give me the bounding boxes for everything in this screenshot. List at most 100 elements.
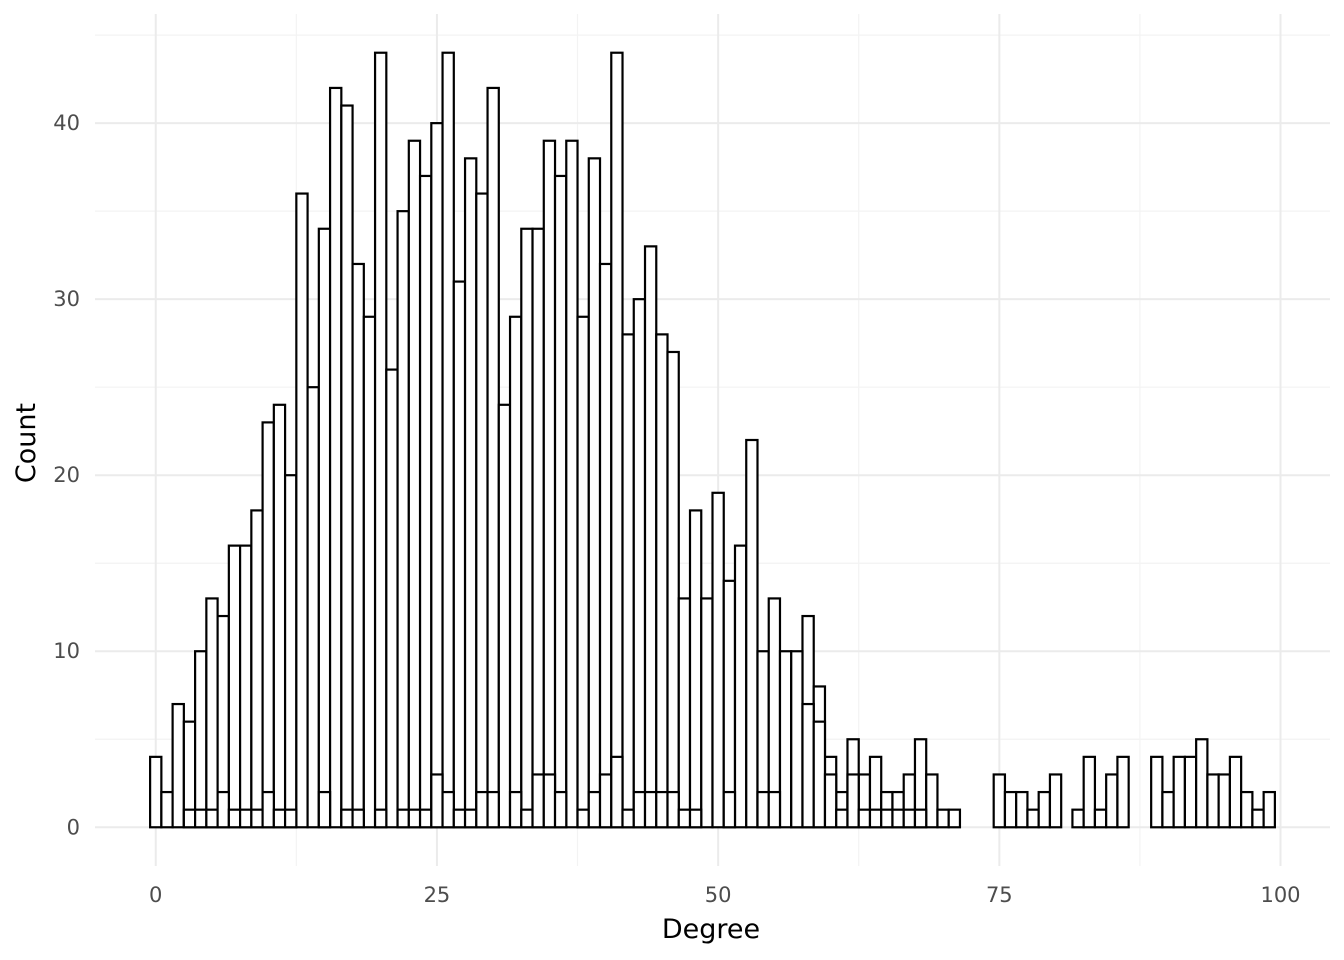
histogram-bar-layer2 [272,808,287,829]
histogram-bar-layer1 [373,51,388,829]
histogram-bar-layer1 [250,509,264,829]
histogram-bar-layer2 [913,808,928,829]
histogram-bar-layer1 [351,262,365,829]
histogram-bar-layer1 [508,315,523,829]
histogram-bar-layer1 [565,139,579,829]
histogram-bar-layer2 [576,808,590,829]
histogram-bar-layer1 [666,350,680,829]
histogram-bar-layer1 [149,755,163,829]
histogram-bar-layer1 [1206,773,1220,829]
x-tick-label: 100 [1260,883,1300,907]
y-tick-label: 0 [67,815,80,839]
histogram-bar-layer1 [778,650,793,829]
x-axis-title: Degree [662,914,760,945]
x-tick-label: 75 [986,883,1013,907]
histogram-bar-layer1 [655,333,669,829]
histogram-bar-layer1 [936,808,950,829]
histogram-bar-layer1 [497,403,512,829]
histogram-bar-layer2 [598,773,613,829]
histogram-bar-layer1 [1228,755,1243,829]
histogram-bar-layer2 [475,790,489,829]
histogram-bar-layer2 [216,790,230,829]
histogram-bar-layer1 [1015,790,1029,829]
histogram-bar-layer1 [1183,755,1198,829]
histogram-bar-layer2 [587,790,602,829]
histogram-bar-layer1 [295,192,309,829]
histogram-bar-layer1 [632,298,647,829]
histogram-bar-layer2 [621,808,635,829]
y-tick-label: 20 [53,463,80,487]
histogram-bar-layer2 [666,790,680,829]
histogram-bar-layer2 [801,702,815,829]
histogram-bar-layer1 [1262,790,1276,829]
histogram-bar-layer2 [610,755,624,829]
histogram-bar-layer1 [1217,773,1231,829]
histogram-bar-layer1 [317,227,332,829]
histogram-bar-layer1 [1048,773,1063,829]
histogram-bar-layer1 [947,808,962,829]
y-tick-label: 40 [53,111,80,135]
histogram-bar-layer2 [463,808,478,829]
histogram-bar-layer1 [205,597,219,829]
histogram-bar-layer1 [531,227,545,829]
histogram-bar-layer2 [452,808,467,829]
histogram-bar-layer1 [643,245,658,829]
histogram-bar-layer2 [756,790,770,829]
histogram-bar-layer1 [1093,808,1108,829]
histogram-bar-layer1 [475,192,489,829]
histogram-bar-layer1 [441,51,455,829]
histogram-bar-layer2 [205,808,219,829]
histogram-bar-layer2 [373,808,388,829]
histogram-bar-layer1 [340,104,354,829]
histogram-bar-layer2 [520,808,534,829]
histogram-bar-layer1 [430,122,444,829]
histogram-bar-layer1 [1240,790,1254,829]
histogram-bar-layer2 [283,808,298,829]
histogram-bar-layer1 [1003,790,1018,829]
histogram-bar-layer2 [227,808,242,829]
histogram-bar-layer2 [880,808,894,829]
histogram-bar-layer1 [542,139,557,829]
histogram-bar-layer1 [261,421,275,829]
histogram-bar-layer1 [160,790,174,829]
histogram-bar-layer1 [576,315,590,829]
histogram-bar-layer2 [722,790,737,829]
histogram-bar-layer2 [340,808,354,829]
histogram-bar-layer1 [452,280,467,829]
y-tick-label: 10 [53,639,80,663]
histogram-bar-layer2 [486,790,500,829]
histogram-bar-layer1 [171,702,185,829]
histogram-bar-layer2 [632,790,647,829]
histogram-bar-layer1 [396,210,410,829]
x-axis-tick-labels: 0 25 50 75 100 [149,883,1301,907]
histogram-bar-layer1 [1105,773,1119,829]
histogram-bar-layer1 [992,773,1007,829]
histogram-bar-layer1 [553,174,568,829]
histogram-bar-layer2 [688,808,703,829]
histogram-bar-layer2 [430,773,444,829]
histogram-bar-layer2 [508,790,523,829]
histogram-bar-layer1 [1161,790,1175,829]
histogram-bar-layer1 [385,368,399,829]
histogram-bar-layer1 [677,597,692,829]
histogram-bar-layer1 [486,86,500,829]
histogram-bar-layer2 [812,720,827,829]
y-axis-title: Count [11,403,42,483]
histogram-bar-layer1 [711,491,725,829]
x-tick-label: 0 [149,883,162,907]
histogram-bar-layer2 [396,808,410,829]
x-tick-label: 50 [705,883,732,907]
y-tick-label: 30 [53,287,80,311]
histogram-bar-layer2 [891,808,905,829]
histogram-bar-layer1 [1026,808,1040,829]
histogram-bar-layer2 [261,790,275,829]
histogram-bar-layer2 [835,808,849,829]
histogram-bar-layer2 [767,790,782,829]
histogram-bar-layer1 [700,597,714,829]
y-axis-tick-labels: 0 10 20 30 40 [53,111,80,839]
histogram-bar-layer2 [182,808,197,829]
histogram-bar-layer1 [688,509,703,829]
histogram-bar-layer2 [542,773,557,829]
histogram-bar-layer2 [250,808,264,829]
histogram-bar-layer1 [1195,738,1209,829]
